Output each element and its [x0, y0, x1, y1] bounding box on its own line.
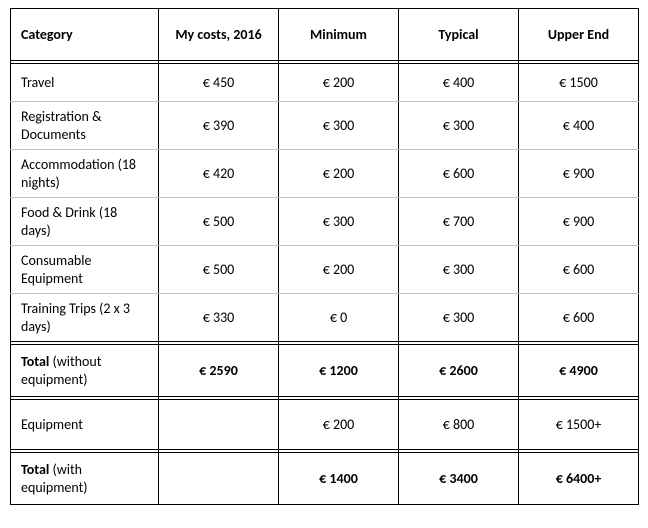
cell-minimum: € 300 — [279, 198, 399, 246]
total-without-equipment-row: Total (without equipment) € 2590 € 1200 … — [11, 345, 639, 397]
col-header-my2016: My costs, 2016 — [159, 9, 279, 61]
table-row: Food & Drink (18 days) € 500 € 300 € 700… — [11, 198, 639, 246]
cell-my2016: € 450 — [159, 64, 279, 102]
cell-my2016 — [159, 453, 279, 505]
cell-total-label: Total (without equipment) — [11, 345, 159, 397]
cell-category: Food & Drink (18 days) — [11, 198, 159, 246]
cell-category: Consumable Equipment — [11, 246, 159, 294]
cell-minimum: € 1400 — [279, 453, 399, 505]
cell-my2016: € 500 — [159, 198, 279, 246]
cell-my2016: € 420 — [159, 150, 279, 198]
cell-category: Registration & Documents — [11, 102, 159, 150]
cell-minimum: € 300 — [279, 102, 399, 150]
cell-upper: € 4900 — [519, 345, 639, 397]
table-row: Registration & Documents € 390 € 300 € 3… — [11, 102, 639, 150]
cell-upper: € 900 — [519, 198, 639, 246]
cell-typical: € 600 — [399, 150, 519, 198]
cell-typical: € 3400 — [399, 453, 519, 505]
cell-my2016: € 390 — [159, 102, 279, 150]
col-header-minimum: Minimum — [279, 9, 399, 61]
cell-typical: € 2600 — [399, 345, 519, 397]
cell-upper: € 600 — [519, 294, 639, 342]
cell-my2016 — [159, 400, 279, 450]
cell-minimum: € 0 — [279, 294, 399, 342]
cell-minimum: € 200 — [279, 64, 399, 102]
cell-minimum: € 200 — [279, 400, 399, 450]
col-header-typical: Typical — [399, 9, 519, 61]
table-row: Training Trips (2 x 3 days) € 330 € 0 € … — [11, 294, 639, 342]
cell-upper: € 1500 — [519, 64, 639, 102]
cell-category: Travel — [11, 64, 159, 102]
cell-typical: € 300 — [399, 246, 519, 294]
equipment-row: Equipment € 200 € 800 € 1500+ — [11, 400, 639, 450]
cell-total-label: Total (with equipment) — [11, 453, 159, 505]
cell-upper: € 900 — [519, 150, 639, 198]
cell-minimum: € 200 — [279, 150, 399, 198]
cell-typical: € 700 — [399, 198, 519, 246]
cell-my2016: € 500 — [159, 246, 279, 294]
cell-typical: € 800 — [399, 400, 519, 450]
cell-my2016: € 330 — [159, 294, 279, 342]
table-row: Accommodation (18 nights) € 420 € 200 € … — [11, 150, 639, 198]
cell-category: Training Trips (2 x 3 days) — [11, 294, 159, 342]
cell-minimum: € 200 — [279, 246, 399, 294]
table-row: Consumable Equipment € 500 € 200 € 300 €… — [11, 246, 639, 294]
cell-category: Accommodation (18 nights) — [11, 150, 159, 198]
cell-typical: € 300 — [399, 294, 519, 342]
cell-upper: € 600 — [519, 246, 639, 294]
cell-my2016: € 2590 — [159, 345, 279, 397]
total-with-equipment-row: Total (with equipment) € 1400 € 3400 € 6… — [11, 453, 639, 505]
col-header-upper: Upper End — [519, 9, 639, 61]
total-label-bold: Total — [21, 461, 49, 478]
cell-upper: € 1500+ — [519, 400, 639, 450]
col-header-category: Category — [11, 9, 159, 61]
table-row: Travel € 450 € 200 € 400 € 1500 — [11, 64, 639, 102]
cell-minimum: € 1200 — [279, 345, 399, 397]
total-label-bold: Total — [21, 353, 49, 370]
cell-typical: € 300 — [399, 102, 519, 150]
cell-upper: € 6400+ — [519, 453, 639, 505]
cell-category: Equipment — [11, 400, 159, 450]
table-header-row: Category My costs, 2016 Minimum Typical … — [11, 9, 639, 61]
cell-typical: € 400 — [399, 64, 519, 102]
cost-breakdown-table: Category My costs, 2016 Minimum Typical … — [10, 8, 639, 505]
cell-upper: € 400 — [519, 102, 639, 150]
